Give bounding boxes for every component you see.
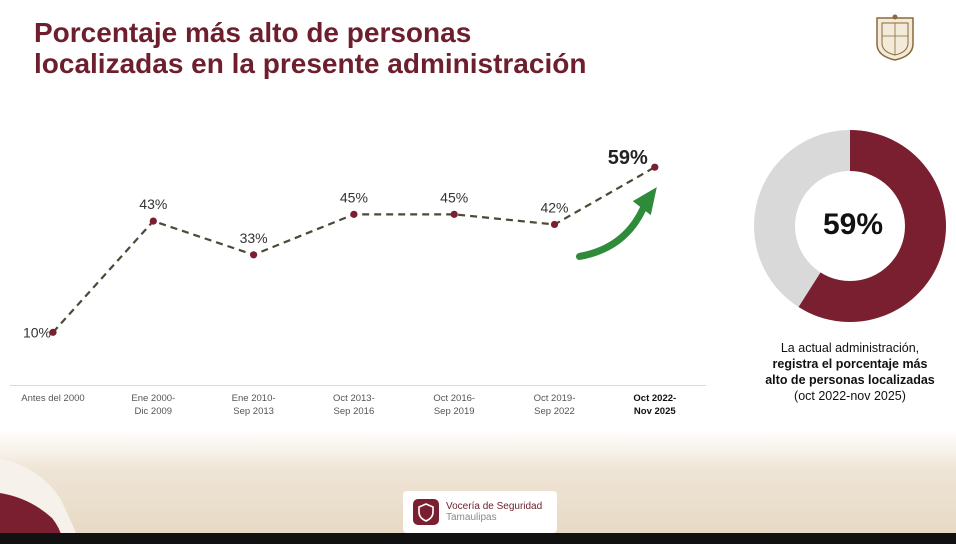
data-label: 33% xyxy=(240,230,268,246)
line-chart: 10% 43% 33% 45% 45% 42% 59% Antes del 2000 Ene 2… xyxy=(21,147,676,417)
description-line-4: (oct 2022-nov 2025) xyxy=(794,389,906,403)
description-line-3: alto de personas localizadas xyxy=(765,373,935,387)
donut-chart xyxy=(754,130,946,322)
x-tick-label: Sep 2016 xyxy=(334,406,375,417)
data-label: 10% xyxy=(23,324,51,340)
footer-badge: Vocería de Seguridad Tamaulipas xyxy=(403,491,557,533)
x-tick-label: Oct 2016- xyxy=(433,393,475,404)
title-line-2: localizadas en la presente administració… xyxy=(34,48,587,79)
x-tick-label: Sep 2019 xyxy=(434,406,475,417)
x-tick-label: Ene 2010- xyxy=(232,393,276,404)
x-tick-label: Sep 2013 xyxy=(233,406,274,417)
description-line-2: registra el porcentaje más xyxy=(772,357,928,371)
data-point xyxy=(49,328,57,336)
x-tick-label: Oct 2013- xyxy=(333,393,375,404)
data-label: 43% xyxy=(139,196,167,212)
x-tick-label: Nov 2025 xyxy=(634,406,676,417)
bottom-bar xyxy=(0,533,956,544)
x-tick-label: Sep 2022 xyxy=(534,406,575,417)
data-label: 59% xyxy=(608,147,648,169)
data-point xyxy=(450,210,458,218)
page-title: Porcentaje más alto de personas localiza… xyxy=(34,17,586,79)
tamaulipas-crest-icon xyxy=(876,14,914,61)
trend-arrow-head xyxy=(632,187,657,216)
description-line-1: La actual administración, xyxy=(780,341,920,355)
footer-line-1: Vocería de Seguridad xyxy=(446,501,543,512)
data-label: 42% xyxy=(540,199,568,215)
shield-icon xyxy=(413,499,439,525)
x-tick-label: Oct 2019- xyxy=(534,393,576,404)
x-tick-label: Antes del 2000 xyxy=(21,393,84,404)
data-point xyxy=(651,163,659,171)
data-point xyxy=(350,210,358,218)
footer-badge-text: Vocería de Seguridad Tamaulipas xyxy=(446,501,542,523)
title-line-1: Porcentaje más alto de personas xyxy=(34,17,472,48)
data-point xyxy=(250,251,258,259)
x-tick-label: Dic 2009 xyxy=(135,406,173,417)
x-tick-label: Oct 2022- xyxy=(633,393,676,404)
donut-center-label: 59% xyxy=(822,208,884,241)
donut-hole xyxy=(795,171,905,281)
x-axis-line xyxy=(10,385,706,386)
trend-arrow-shaft xyxy=(576,205,647,260)
description-text: La actual administración, registra el po… xyxy=(740,340,956,404)
data-point xyxy=(550,220,559,229)
data-label: 45% xyxy=(340,189,368,205)
ribbon-decoration xyxy=(0,458,78,538)
data-point xyxy=(149,217,157,225)
data-label: 45% xyxy=(440,189,468,205)
x-tick-label: Ene 2000- xyxy=(131,393,175,404)
footer-line-2: Tamaulipas xyxy=(446,512,497,523)
